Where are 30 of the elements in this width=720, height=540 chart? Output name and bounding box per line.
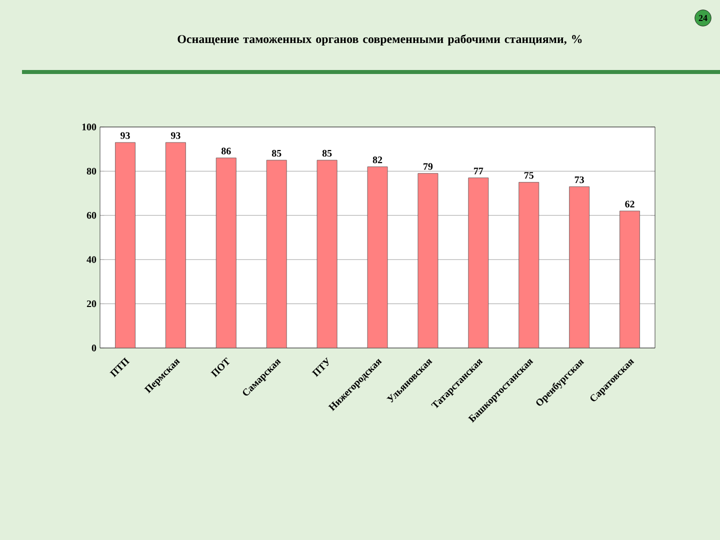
data-label: 75 <box>524 172 534 179</box>
bar <box>367 166 388 348</box>
y-tick-label: 100 <box>82 124 96 130</box>
y-tick-label: 0 <box>92 344 96 352</box>
data-label: 93 <box>120 132 130 139</box>
y-tick-label: 60 <box>86 212 96 219</box>
data-label: 85 <box>272 150 282 157</box>
y-tick-label: 40 <box>86 256 96 263</box>
data-label: 85 <box>322 150 332 157</box>
bar <box>620 210 640 348</box>
data-label: 73 <box>574 176 584 184</box>
bar <box>216 158 236 348</box>
y-tick-label: 80 <box>86 168 96 175</box>
bar <box>165 142 186 348</box>
data-label: 82 <box>372 156 382 164</box>
chart-title: Оснащение таможенных органов современными рабочими станциями, % <box>178 34 582 46</box>
bar <box>266 160 287 348</box>
bar <box>316 160 338 348</box>
bar <box>418 173 438 348</box>
text: 24 <box>698 15 708 21</box>
bar <box>115 142 136 348</box>
y-tick-label: 20 <box>86 300 96 308</box>
data-label: 77 <box>474 168 484 174</box>
data-label: 62 <box>625 200 634 208</box>
bar <box>468 178 489 348</box>
data-label: 79 <box>424 163 433 170</box>
bar <box>518 182 540 348</box>
data-label: 86 <box>221 148 231 154</box>
bar <box>569 186 590 348</box>
data-label: 93 <box>170 132 180 139</box>
